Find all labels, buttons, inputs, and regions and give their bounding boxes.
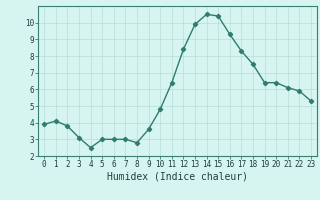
X-axis label: Humidex (Indice chaleur): Humidex (Indice chaleur) (107, 172, 248, 182)
